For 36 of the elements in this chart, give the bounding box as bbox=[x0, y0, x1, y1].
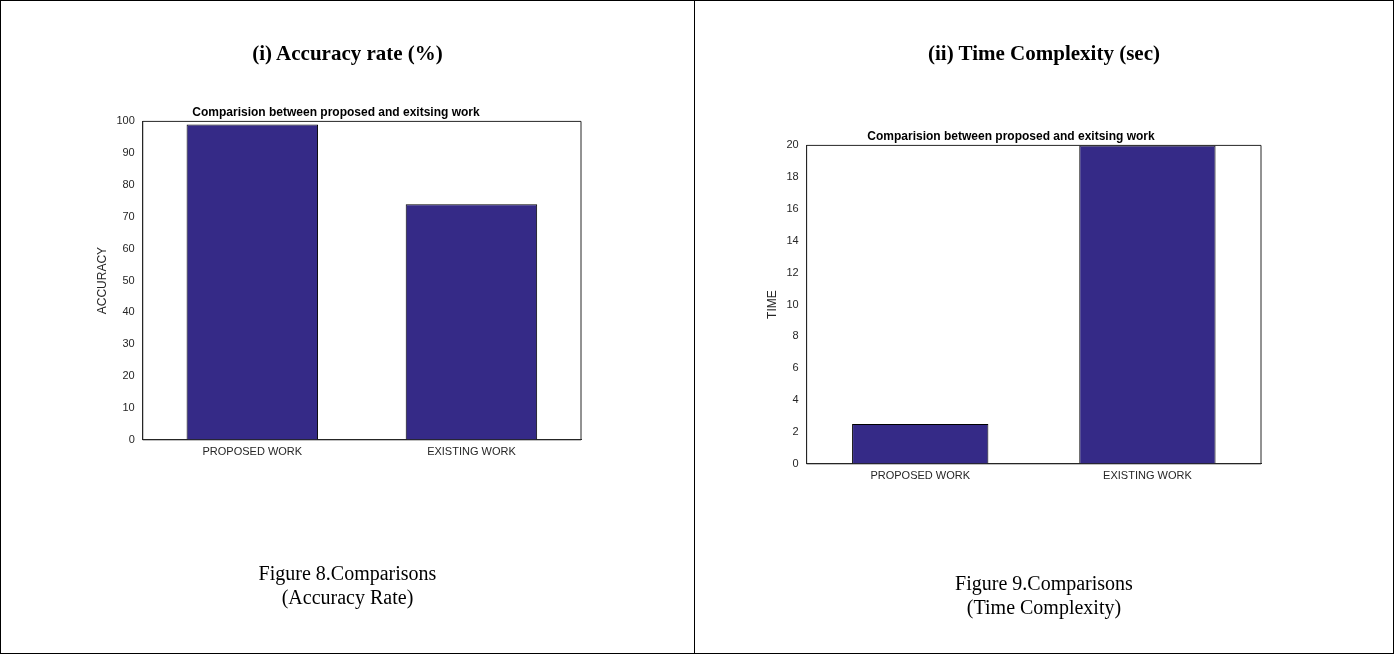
x-tick-label: EXISTING WORK bbox=[427, 445, 517, 458]
x-tick-label: PROPOSED WORK bbox=[202, 445, 303, 458]
chart-subtitle: Comparision between proposed and exitsing work bbox=[192, 104, 481, 119]
text: (Time Complexity) bbox=[965, 595, 1123, 619]
y-tick-label: 8 bbox=[792, 329, 799, 342]
y-tick-label: 4 bbox=[792, 393, 799, 406]
y-tick-label: 0 bbox=[128, 432, 135, 445]
y-tick-label: 50 bbox=[122, 273, 135, 286]
caption: Figure 9.Comparisons bbox=[954, 571, 1134, 595]
y-tick-label: 6 bbox=[792, 361, 799, 374]
y-tick-label: 80 bbox=[122, 178, 135, 191]
y-tick-label: 60 bbox=[122, 241, 135, 254]
y-tick-label: 90 bbox=[122, 146, 135, 159]
y-tick-label: 18 bbox=[786, 170, 799, 183]
y-tick-label: 10 bbox=[122, 400, 135, 413]
caption: Figure 8.Comparisons bbox=[257, 561, 438, 585]
y-axis-title: ACCURACY bbox=[94, 246, 109, 315]
chart-title: (i) Accuracy rate (%) bbox=[251, 41, 444, 66]
y-tick-label: 12 bbox=[786, 265, 799, 278]
chart-title: (ii) Time Complexity (sec) bbox=[927, 41, 1161, 66]
y-tick-label: 2 bbox=[792, 424, 799, 437]
x-tick-label: EXISTING WORK bbox=[1103, 469, 1193, 482]
y-tick-label: 20 bbox=[786, 138, 799, 151]
y-axis-title: TIME bbox=[764, 290, 779, 319]
y-tick-label: 20 bbox=[122, 369, 135, 382]
text: (Accuracy Rate) bbox=[280, 585, 415, 609]
y-tick-label: 30 bbox=[122, 337, 135, 350]
chart-subtitle: Comparision between proposed and exitsing work bbox=[867, 128, 1156, 143]
y-tick-label: 100 bbox=[116, 114, 135, 127]
y-tick-label: 14 bbox=[786, 233, 799, 246]
y-tick-label: 70 bbox=[122, 209, 135, 222]
y-tick-label: 0 bbox=[792, 456, 799, 469]
y-tick-label: 10 bbox=[786, 297, 799, 310]
x-tick-label: PROPOSED WORK bbox=[870, 469, 971, 482]
y-tick-label: 16 bbox=[786, 202, 799, 215]
y-tick-label: 40 bbox=[122, 305, 135, 318]
